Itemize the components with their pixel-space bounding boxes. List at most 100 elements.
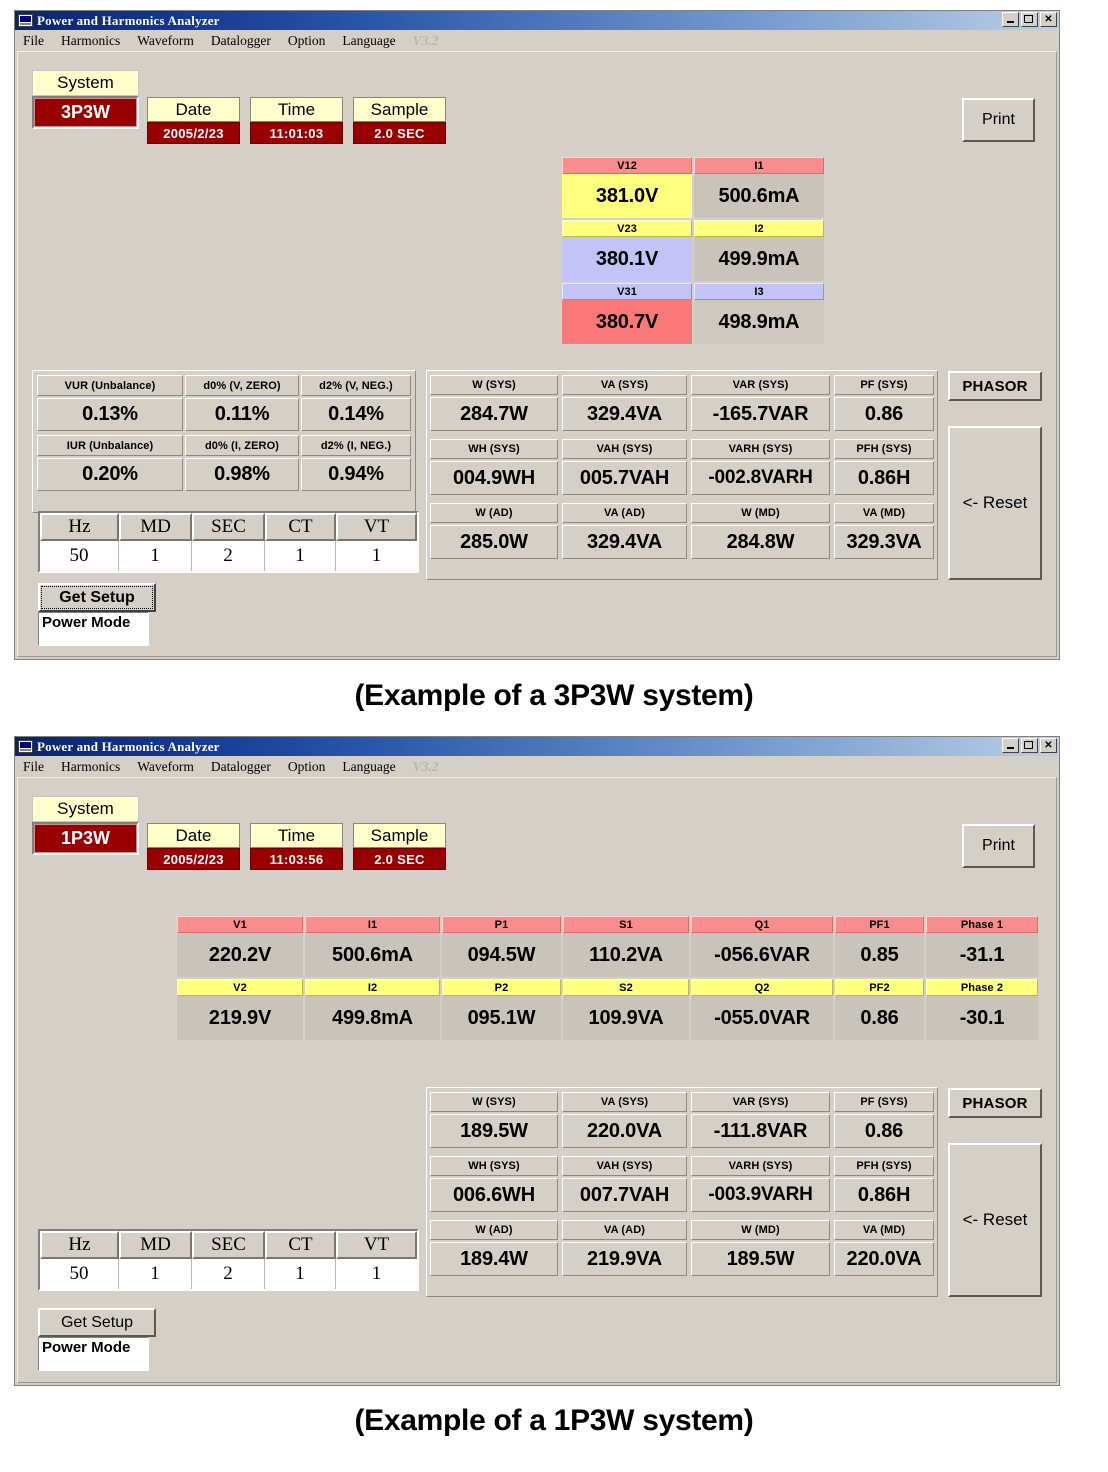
print-button[interactable]: Print [962,98,1035,142]
unbalance-header-d0v: d0% (V, ZERO) [185,375,299,396]
sys-value-varh: -002.8VARH [691,461,830,495]
sys-value-wh: 006.6WH [430,1178,558,1212]
setup-header-ct: CT [265,513,336,541]
time-label: Time [250,823,343,848]
close-button[interactable]: ✕ [1040,12,1057,27]
minimize-button[interactable] [1002,738,1019,753]
phase-value-phase1: -31.1 [926,933,1038,977]
setup-value-vt: 1 [336,1259,417,1289]
sys-value-varh: -003.9VARH [691,1178,830,1212]
unbalance-value-d0i: 0.98% [185,458,299,491]
menu-option[interactable]: Option [287,758,326,774]
phase-header-i2: I2 [305,979,440,996]
vi-header-v12: V12 [562,157,692,174]
phase-header-i1: I1 [305,916,440,933]
titlebar: Power and Harmonics Analyzer ✕ [15,11,1059,30]
vi-value-i3: 498.9mA [694,300,824,344]
menu-datalogger[interactable]: Datalogger [210,32,271,48]
phase-header-s2: S2 [563,979,689,996]
sys-header-w-md: W (MD) [691,1220,830,1240]
menu-language[interactable]: Language [342,758,396,774]
menu-waveform[interactable]: Waveform [137,758,194,774]
setup-header-hz: Hz [40,513,119,541]
date-value: 2005/2/23 [147,848,240,870]
print-button[interactable]: Print [962,824,1035,868]
phase-header-phase2: Phase 2 [926,979,1038,996]
titlebar: Power and Harmonics Analyzer ✕ [15,737,1059,756]
version-label: V3.2 [412,32,439,48]
sys-value-w: 189.5W [430,1114,558,1148]
unbalance-header-vur: VUR (Unbalance) [37,375,183,396]
phase-value-q2: -055.0VAR [691,996,833,1040]
sys-value-w-ad: 285.0W [430,525,558,559]
sys-header-va: VA (SYS) [562,375,687,395]
minimize-button[interactable] [1002,12,1019,27]
menu-harmonics[interactable]: Harmonics [61,758,121,774]
window-title: Power and Harmonics Analyzer [37,12,220,28]
vi-header-v23: V23 [562,220,692,237]
setup-header-vt: VT [336,513,417,541]
system-label: System [32,70,139,96]
unbalance-value-vur: 0.13% [37,398,183,431]
menubar: File Harmonics Waveform Datalogger Optio… [15,756,1059,777]
reset-button[interactable]: <- Reset [948,426,1042,580]
setup-value-hz: 50 [40,541,119,571]
sys-header-varh: VARH (SYS) [691,439,830,459]
menu-file[interactable]: File [23,758,45,774]
get-setup-button[interactable]: Get Setup [38,1308,156,1337]
unbalance-value-d0v: 0.11% [185,398,299,431]
system-value: 1P3W [34,824,137,853]
menu-datalogger[interactable]: Datalogger [210,758,271,774]
sys-header-varh: VARH (SYS) [691,1156,830,1176]
window-title: Power and Harmonics Analyzer [37,738,220,754]
vi-header-i2: I2 [694,220,824,237]
menubar: File Harmonics Waveform Datalogger Optio… [15,30,1059,51]
setup-header-md: MD [119,513,192,541]
phase-header-q1: Q1 [691,916,833,933]
setup-header-ct: CT [265,1231,336,1259]
power-mode-field[interactable]: Power Mode [38,612,149,646]
sys-value-va: 329.4VA [562,397,687,431]
menu-harmonics[interactable]: Harmonics [61,32,121,48]
menu-language[interactable]: Language [342,32,396,48]
phase-value-phase2: -30.1 [926,996,1038,1040]
window-controls: ✕ [1002,738,1057,753]
setup-value-ct: 1 [265,541,336,571]
setup-value-md: 1 [119,1259,192,1289]
menu-option[interactable]: Option [287,32,326,48]
sys-header-w-ad: W (AD) [430,503,558,523]
menu-waveform[interactable]: Waveform [137,32,194,48]
unbalance-header-iur: IUR (Unbalance) [37,435,183,456]
date-value: 2005/2/23 [147,122,240,144]
get-setup-button[interactable]: Get Setup [38,583,156,612]
sample-label: Sample [353,823,446,848]
maximize-button[interactable] [1021,738,1038,753]
client-area: System 3P3W Date 2005/2/23 Time 11:01:03… [17,51,1057,657]
sys-header-w-ad: W (AD) [430,1220,558,1240]
sys-header-pf: PF (SYS) [834,1092,934,1112]
phase-value-v2: 219.9V [177,996,303,1040]
menu-file[interactable]: File [23,32,45,48]
sys-value-w: 284.7W [430,397,558,431]
vi-header-v31: V31 [562,283,692,300]
version-label: V3.2 [412,758,439,774]
setup-header-md: MD [119,1231,192,1259]
sys-value-w-md: 189.5W [691,1242,830,1276]
power-mode-field[interactable]: Power Mode [38,1337,149,1371]
setup-value-sec: 2 [192,541,265,571]
sys-header-vah: VAH (SYS) [562,1156,687,1176]
setup-value-hz: 50 [40,1259,119,1289]
setup-group-3p3w: Hz MD SEC CT VT 50 1 2 1 1 [38,511,419,573]
setup-group-1p3w-body: Hz MD SEC CT VT 50 1 2 1 1 [38,1229,419,1291]
close-button[interactable]: ✕ [1040,738,1057,753]
sys-value-vah: 005.7VAH [562,461,687,495]
setup-value-vt: 1 [336,541,417,571]
reset-button[interactable]: <- Reset [948,1143,1042,1297]
phasor-button[interactable]: PHASOR [948,1088,1042,1118]
phase-value-s1: 110.2VA [563,933,689,977]
maximize-button[interactable] [1021,12,1038,27]
caption-1p3w: (Example of a 1P3W system) [354,1404,754,1437]
sys-header-va-ad: VA (AD) [562,503,687,523]
phase-table: V1 I1 P1 S1 Q1 PF1 Phase 1 220.2V 500.6m… [175,914,1042,1054]
phasor-button[interactable]: PHASOR [948,371,1042,401]
